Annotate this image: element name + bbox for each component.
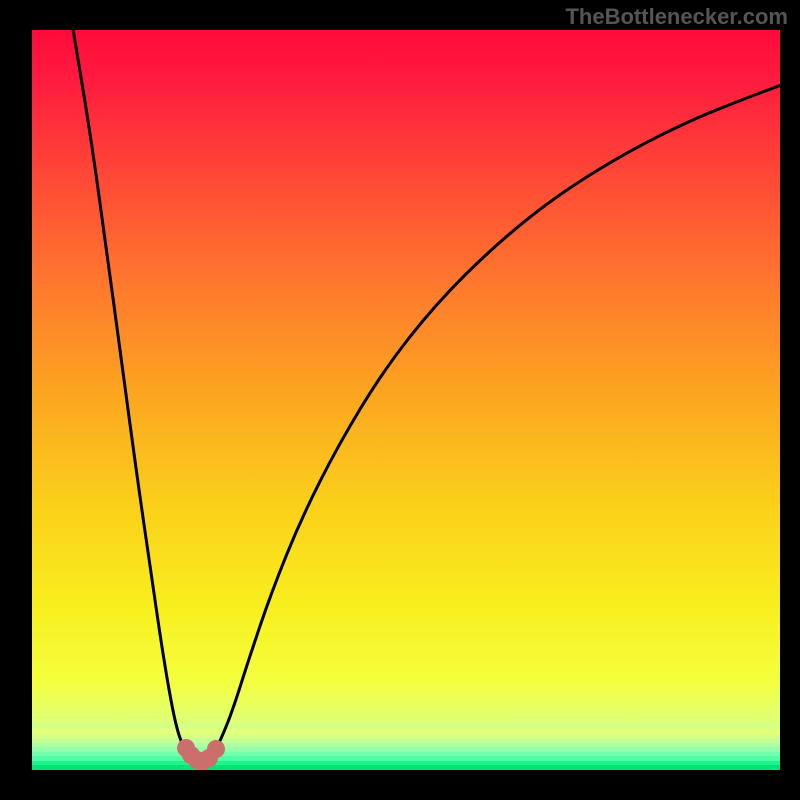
curve-layer xyxy=(32,30,780,770)
chart-container: TheBottlenecker.com xyxy=(0,0,800,800)
watermark-text: TheBottlenecker.com xyxy=(565,4,788,30)
plot-area xyxy=(32,30,780,770)
curve-path xyxy=(73,30,780,760)
